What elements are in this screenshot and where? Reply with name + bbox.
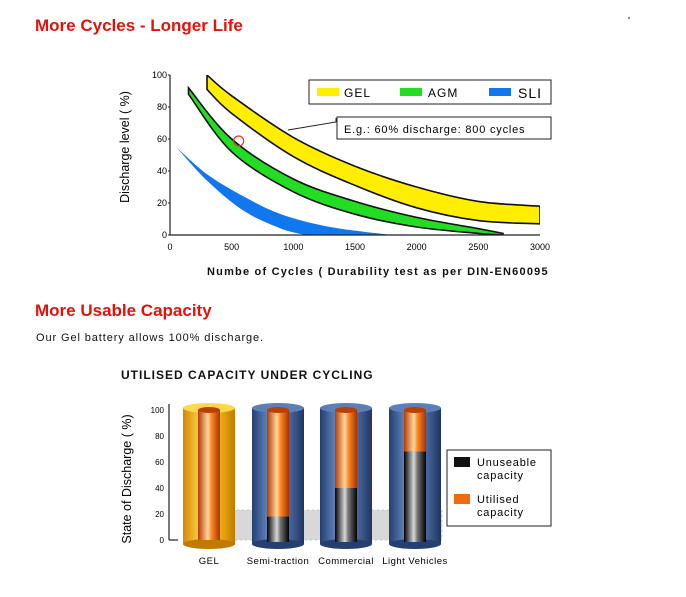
legend-swatch-utilised [454, 494, 470, 504]
x-tick-label: 1500 [345, 242, 365, 252]
legend-label-utilised-line1: Utilised [477, 494, 519, 506]
cylinder-base [252, 539, 304, 549]
y-tick-label: 20 [157, 198, 167, 208]
core-top [198, 407, 220, 413]
core-top [267, 407, 289, 413]
category-label: Light Vehicles [382, 556, 448, 567]
unuseable-capacity-fill [404, 451, 426, 542]
legend-label-utilised-line2: capacity [477, 507, 524, 519]
utilised-capacity-fill [267, 410, 289, 517]
legend-swatch-sli [489, 88, 511, 96]
y-axis-label: Discharge level ( %) [118, 91, 132, 203]
legend-label-sli: SLI [518, 85, 542, 101]
heading-more-usable-capacity: More Usable Capacity [35, 301, 212, 320]
x-tick-label: 1000 [283, 242, 303, 252]
x-tick-label: 0 [167, 242, 172, 252]
capacity-y-tick-label: 20 [155, 510, 164, 519]
legend-label-unuseable-line2: capacity [477, 470, 524, 482]
capacity-y-tick-label: 60 [155, 458, 164, 467]
legend-label-agm: AGM [428, 86, 458, 100]
x-tick-label: 500 [224, 242, 239, 252]
capacity-y-tick-label: 100 [151, 406, 165, 415]
legend-label-unuseable-line1: Unuseable [477, 457, 537, 469]
x-tick-label: 3000 [530, 242, 550, 252]
y-tick-label: 40 [157, 166, 167, 176]
cylinder-base [389, 539, 441, 549]
band-sli [176, 147, 392, 235]
core-top [404, 407, 426, 413]
cylinder-gel [183, 403, 235, 549]
capacity-y-axis-label: State of Discharge ( %) [120, 414, 134, 543]
category-label: Commercial [318, 556, 374, 567]
annotation-text: E.g.: 60% discharge: 800 cycles [344, 124, 525, 136]
unuseable-capacity-fill [335, 488, 357, 542]
utilised-capacity-fill [404, 410, 426, 452]
capacity-y-tick-label: 80 [155, 432, 164, 441]
legend-swatch-agm [400, 88, 422, 96]
x-tick-label: 2000 [407, 242, 427, 252]
utilised-capacity-fill [335, 410, 357, 488]
category-label: GEL [199, 556, 220, 567]
capacity-y-tick-label: 40 [155, 484, 164, 493]
x-axis-label: Numbe of Cycles ( Durability test as per… [207, 266, 549, 278]
legend-swatch-unuseable [454, 457, 470, 467]
capacity-chart-title: UTILISED CAPACITY UNDER CYCLING [121, 368, 374, 382]
cylinder-light-vehicles [389, 403, 441, 549]
annotation-box [336, 116, 552, 140]
y-tick-label: 80 [157, 102, 167, 112]
category-label: Semi-traction [247, 556, 309, 567]
body-text: Our Gel battery allows 100% discharge. [36, 332, 265, 344]
y-tick-label: 60 [157, 134, 167, 144]
utilised-capacity-fill [198, 410, 220, 540]
highlight-point-marker [233, 135, 245, 147]
capacity-y-tick-label: 0 [160, 536, 165, 545]
cycles-chart: 0 500 1000 1500 2000 2500 3000 0 20 40 60 80 100 GEL… [118, 70, 552, 252]
x-tick-label: 2500 [468, 242, 488, 252]
cylinder-base [320, 539, 372, 549]
heading-more-cycles: More Cycles - Longer Life [35, 16, 243, 35]
cylinder-commercial [320, 403, 372, 549]
y-tick-label: 0 [162, 230, 167, 240]
annotation-pointer [287, 118, 337, 131]
legend-swatch-gel [317, 88, 339, 96]
capacity-chart: 0 20 40 60 80 100 GEL Semi-traction Commercial Li… [120, 403, 552, 567]
cylinder-semi-traction [252, 403, 304, 549]
cylinder-base [183, 539, 235, 549]
legend-label-gel: GEL [344, 86, 371, 100]
corner-dot [628, 17, 630, 19]
unuseable-capacity-fill [267, 516, 289, 542]
y-tick-label: 100 [152, 70, 167, 80]
band-agm [187, 85, 504, 235]
core-top [335, 407, 357, 413]
band-gel [206, 75, 540, 225]
